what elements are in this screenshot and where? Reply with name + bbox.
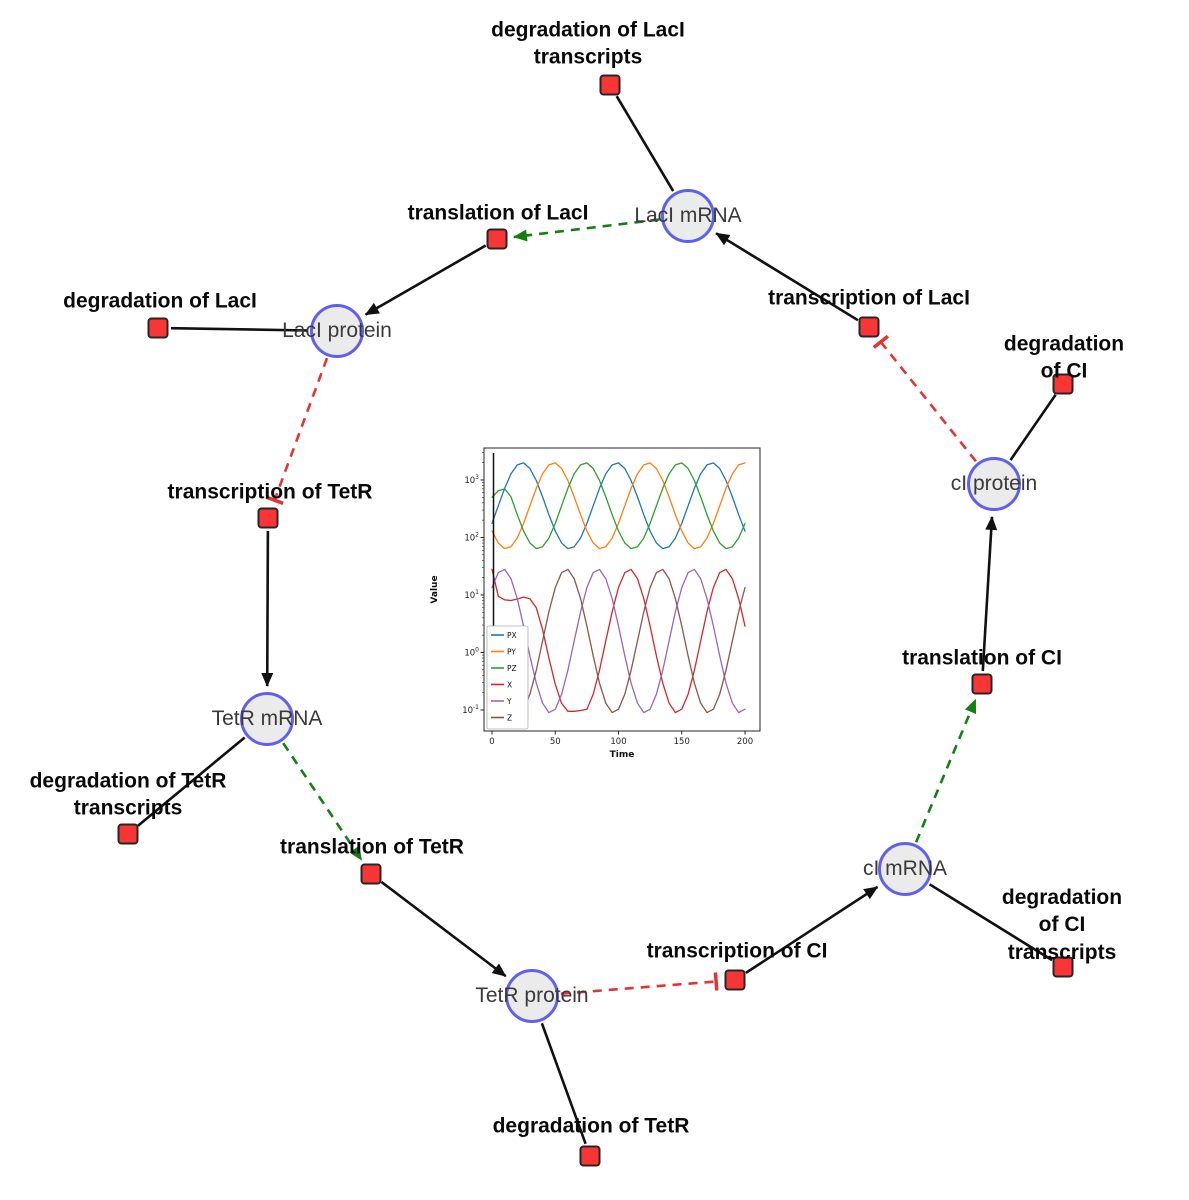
chart-y-tick: 103	[464, 474, 479, 486]
species-label: TetR protein	[475, 984, 589, 1007]
chart-ylabel: Value	[430, 575, 440, 603]
chart-y-tick: 100	[464, 646, 479, 658]
species-node-tetr_mrna[interactable]	[240, 692, 294, 746]
legend-label-PY: PY	[507, 648, 516, 657]
edge-ci_mrna-deg_ci_tx-consumption	[928, 883, 1053, 962]
chart-series-Y	[491, 568, 746, 714]
reaction-label: degradation of LacI transcripts	[491, 18, 685, 69]
reaction-node-transl_laci[interactable]	[486, 228, 508, 250]
chart-y-tick: 10-1	[462, 704, 479, 716]
reaction-node-deg_ci[interactable]	[1052, 373, 1074, 395]
edge-tetr_protein-deg_tetr-consumption	[540, 1022, 587, 1145]
chart-y-tick: 102	[464, 531, 479, 543]
species-label: cI protein	[950, 472, 1038, 495]
legend-label-X: X	[507, 681, 512, 690]
chart-series-PZ	[491, 462, 746, 550]
reaction-label: translation of TetR	[280, 835, 464, 859]
legend-label-PZ: PZ	[507, 664, 517, 673]
chart-series-PY	[491, 462, 746, 550]
reaction-node-transl_ci[interactable]	[971, 673, 993, 695]
chart-series-PX	[491, 462, 746, 550]
reaction-node-deg_laci[interactable]	[147, 317, 169, 339]
reaction-label: degradation of CI transcripts	[1001, 886, 1123, 964]
reaction-node-deg_tetr_tx[interactable]	[117, 823, 139, 845]
reaction-node-txn_ci[interactable]	[724, 969, 746, 991]
chart-x-tick: 150	[674, 737, 690, 747]
reaction-node-deg_ci_tx[interactable]	[1052, 956, 1074, 978]
legend-label-Y: Y	[506, 697, 512, 706]
chart-series-X	[491, 568, 746, 714]
edge-ci_mrna-transl_ci-modifier	[914, 698, 977, 843]
species-label: cI mRNA	[863, 857, 947, 880]
edge-ci_protein-txn_laci-inhibition	[872, 334, 977, 463]
chart-xlabel: Time	[610, 750, 635, 760]
species-label: TetR mRNA	[211, 707, 323, 730]
reaction-node-txn_laci[interactable]	[858, 316, 880, 338]
edge-txn_laci-laci_mrna-production	[715, 232, 859, 322]
chart-y-tick: 101	[464, 589, 479, 601]
edge-transl_ci-ci_protein-production	[981, 515, 998, 672]
reaction-node-txn_tetr[interactable]	[257, 507, 279, 529]
edge-laci_mrna-transl_laci-modifier	[512, 218, 660, 242]
edge-tetr_mrna-deg_tetr_tx-consumption	[137, 736, 246, 827]
species-label: LacI protein	[282, 319, 392, 342]
edge-ci_protein-deg_ci-consumption	[1009, 393, 1057, 461]
chart-x-tick: 50	[550, 737, 561, 747]
species-node-ci_protein[interactable]	[967, 457, 1021, 511]
chart-x-tick: 200	[737, 737, 753, 747]
reaction-label: degradation of LacI	[63, 289, 257, 313]
edge-txn_tetr-tetr_mrna-production	[261, 530, 274, 687]
chart-plot-area	[483, 447, 761, 732]
reaction-label: transcription of TetR	[167, 480, 373, 504]
legend-label-PX: PX	[507, 631, 517, 640]
reaction-label: degradation of CI	[1003, 332, 1125, 383]
species-node-laci_protein[interactable]	[310, 304, 364, 358]
species-label: LacI mRNA	[634, 204, 742, 227]
chart-x-tick: 100	[610, 737, 626, 747]
reaction-node-deg_laci_tx[interactable]	[599, 74, 621, 96]
edge-laci_protein-deg_laci-consumption	[170, 326, 309, 332]
species-node-laci_mrna[interactable]	[661, 189, 715, 243]
edge-transl_tetr-tetr_protein-production	[380, 880, 507, 978]
reaction-label: transcription of LacI	[768, 286, 970, 310]
chart-series-Z	[491, 568, 746, 714]
reaction-label: degradation of TetR transcripts	[29, 769, 227, 820]
reaction-node-deg_tetr[interactable]	[579, 1145, 601, 1167]
reaction-label: degradation of TetR	[492, 1114, 690, 1138]
edge-transl_laci-laci_protein-production	[364, 244, 487, 316]
reaction-label: translation of LacI	[407, 201, 589, 225]
reaction-node-transl_tetr[interactable]	[360, 863, 382, 885]
species-node-ci_mrna[interactable]	[878, 842, 932, 896]
reaction-label: translation of CI	[902, 646, 1062, 670]
species-node-tetr_protein[interactable]	[505, 969, 559, 1023]
reaction-label: transcription of CI	[646, 939, 828, 963]
edge-tetr_protein-txn_ci-inhibition	[560, 972, 719, 995]
chart-x-tick: 0	[489, 737, 494, 747]
inset-chart: 0 50 100 150 200 10-1 100 101 102 103 Time Value PX P…	[430, 447, 761, 760]
edge-txn_ci-ci_mrna-production	[745, 885, 879, 974]
edge-tetr_mrna-transl_tetr-modifier	[282, 742, 363, 861]
edge-laci_mrna-deg_laci_tx-consumption	[615, 95, 675, 192]
legend-label-Z: Z	[507, 714, 512, 723]
